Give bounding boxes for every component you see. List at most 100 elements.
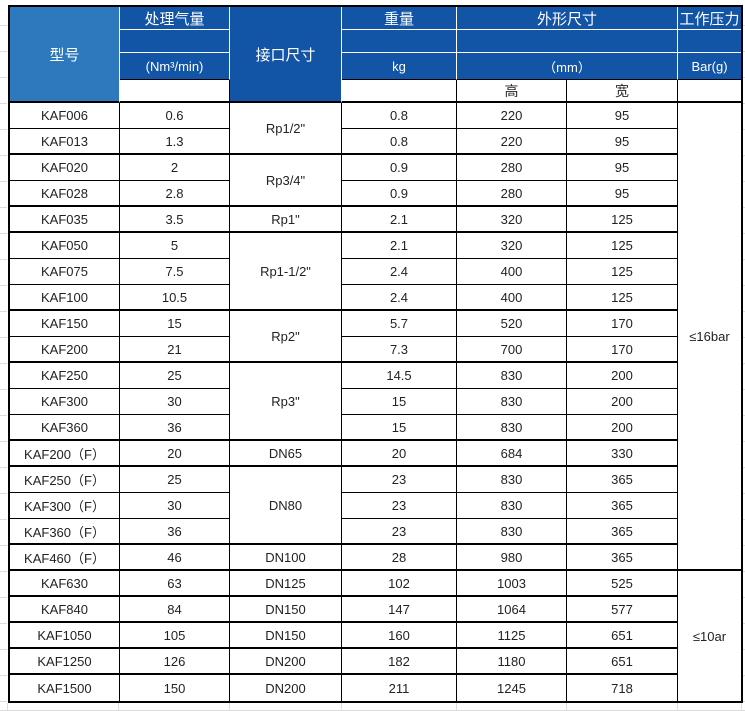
- cell-height: 830: [457, 389, 567, 415]
- cell-weight: 5.7: [342, 311, 457, 337]
- header-weight-spacer: [342, 30, 457, 53]
- cell-interface: DN200: [230, 675, 342, 701]
- cell-model: KAF100: [10, 285, 120, 311]
- cell-width: 95: [567, 181, 678, 207]
- cell-model: KAF013: [10, 129, 120, 155]
- cell-weight: 182: [342, 649, 457, 675]
- cell-capacity: 25: [120, 363, 230, 389]
- cell-model: KAF075: [10, 259, 120, 285]
- cell-weight: 2.4: [342, 285, 457, 311]
- cell-interface: DN150: [230, 597, 342, 623]
- cell-width: 365: [567, 519, 678, 545]
- cell-model: KAF630: [10, 571, 120, 597]
- header-capacity-spacer: [120, 30, 230, 53]
- cell-weight: 15: [342, 389, 457, 415]
- cell-weight: 147: [342, 597, 457, 623]
- cell-width: 330: [567, 441, 678, 467]
- cell-capacity: 30: [120, 389, 230, 415]
- cell-model: KAF300（F）: [10, 493, 120, 519]
- header-capacity-blank: [120, 80, 230, 103]
- margin-gridlines-left: [0, 0, 7, 703]
- header-dimensions-title: 外形尺寸: [457, 7, 678, 30]
- cell-height: 280: [457, 181, 567, 207]
- cell-width: 95: [567, 129, 678, 155]
- cell-height: 400: [457, 259, 567, 285]
- cell-width: 365: [567, 545, 678, 571]
- header-dim-height: 高: [457, 80, 567, 103]
- cell-weight: 211: [342, 675, 457, 701]
- cell-weight: 2.4: [342, 259, 457, 285]
- cell-capacity: 21: [120, 337, 230, 363]
- cell-model: KAF840: [10, 597, 120, 623]
- cell-capacity: 5: [120, 233, 230, 259]
- cell-height: 684: [457, 441, 567, 467]
- cell-weight: 0.8: [342, 103, 457, 129]
- header-dim-width: 宽: [567, 80, 678, 103]
- cell-capacity: 2: [120, 155, 230, 181]
- margin-gridlines-bottom: [0, 703, 745, 711]
- cell-model: KAF200: [10, 337, 120, 363]
- cell-interface: Rp2": [230, 311, 342, 363]
- cell-capacity: 1.3: [120, 129, 230, 155]
- cell-width: 200: [567, 415, 678, 441]
- cell-model: KAF360（F）: [10, 519, 120, 545]
- cell-weight: 20: [342, 441, 457, 467]
- cell-weight: 0.9: [342, 155, 457, 181]
- cell-width: 651: [567, 623, 678, 649]
- header-pressure-spacer: [678, 30, 741, 53]
- spec-table-grid: 型号 处理气量 (Nm³/min) 接口尺寸 重量 kg 外形尺寸 （mm） 高…: [10, 7, 741, 701]
- cell-capacity: 150: [120, 675, 230, 701]
- cell-width: 170: [567, 311, 678, 337]
- cell-width: 170: [567, 337, 678, 363]
- cell-model: KAF250: [10, 363, 120, 389]
- cell-width: 125: [567, 207, 678, 233]
- cell-height: 980: [457, 545, 567, 571]
- cell-model: KAF050: [10, 233, 120, 259]
- cell-weight: 7.3: [342, 337, 457, 363]
- cell-height: 400: [457, 285, 567, 311]
- cell-height: 830: [457, 519, 567, 545]
- cell-interface: Rp3/4": [230, 155, 342, 207]
- header-dimensions-spacer: [457, 30, 678, 53]
- cell-capacity: 126: [120, 649, 230, 675]
- cell-height: 1064: [457, 597, 567, 623]
- cell-pressure: ≤16bar: [678, 103, 741, 571]
- cell-height: 320: [457, 207, 567, 233]
- cell-capacity: 3.5: [120, 207, 230, 233]
- header-capacity-title: 处理气量: [120, 7, 230, 30]
- cell-capacity: 46: [120, 545, 230, 571]
- cell-capacity: 63: [120, 571, 230, 597]
- cell-weight: 0.8: [342, 129, 457, 155]
- cell-model: KAF150: [10, 311, 120, 337]
- header-dimensions-unit: （mm）: [457, 53, 678, 80]
- cell-height: 830: [457, 493, 567, 519]
- cell-weight: 14.5: [342, 363, 457, 389]
- cell-height: 700: [457, 337, 567, 363]
- cell-width: 125: [567, 233, 678, 259]
- cell-model: KAF1050: [10, 623, 120, 649]
- cell-width: 125: [567, 285, 678, 311]
- cell-weight: 23: [342, 467, 457, 493]
- header-capacity-unit: (Nm³/min): [120, 53, 230, 80]
- header-model: 型号: [10, 7, 120, 103]
- cell-height: 1003: [457, 571, 567, 597]
- cell-capacity: 20: [120, 441, 230, 467]
- cell-model: KAF020: [10, 155, 120, 181]
- header-weight-unit: kg: [342, 53, 457, 80]
- header-pressure-blank: [678, 80, 741, 103]
- cell-model: KAF300: [10, 389, 120, 415]
- cell-height: 280: [457, 155, 567, 181]
- cell-weight: 23: [342, 519, 457, 545]
- cell-weight: 102: [342, 571, 457, 597]
- cell-weight: 160: [342, 623, 457, 649]
- cell-capacity: 105: [120, 623, 230, 649]
- header-interface: 接口尺寸: [230, 7, 342, 103]
- cell-interface: DN200: [230, 649, 342, 675]
- cell-width: 577: [567, 597, 678, 623]
- cell-height: 320: [457, 233, 567, 259]
- cell-model: KAF460（F）: [10, 545, 120, 571]
- cell-model: KAF1250: [10, 649, 120, 675]
- cell-width: 200: [567, 363, 678, 389]
- cell-height: 1180: [457, 649, 567, 675]
